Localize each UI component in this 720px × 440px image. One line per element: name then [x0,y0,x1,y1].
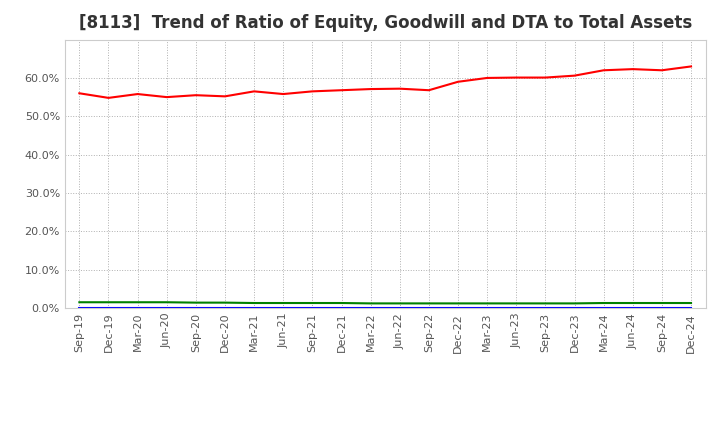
Equity [687,64,696,69]
Deferred Tax Assets [657,301,666,306]
Goodwill [366,305,375,311]
Deferred Tax Assets [570,301,579,306]
Equity [629,66,637,72]
Goodwill [279,305,287,311]
Equity [425,88,433,93]
Deferred Tax Assets [425,301,433,306]
Equity [512,75,521,80]
Equity [570,73,579,78]
Goodwill [541,305,550,311]
Equity [75,91,84,96]
Deferred Tax Assets [483,301,492,306]
Goodwill [425,305,433,311]
Deferred Tax Assets [104,300,113,305]
Line: Equity: Equity [79,66,691,98]
Deferred Tax Assets [337,301,346,306]
Goodwill [75,305,84,311]
Equity [541,75,550,80]
Equity [220,94,229,99]
Equity [657,68,666,73]
Equity [395,86,404,92]
Goodwill [454,305,462,311]
Deferred Tax Assets [308,301,317,306]
Equity [366,86,375,92]
Equity [279,92,287,97]
Deferred Tax Assets [192,300,200,305]
Deferred Tax Assets [75,300,84,305]
Goodwill [250,305,258,311]
Deferred Tax Assets [133,300,142,305]
Equity [192,92,200,98]
Deferred Tax Assets [395,301,404,306]
Equity [104,95,113,100]
Equity [308,89,317,94]
Deferred Tax Assets [687,301,696,306]
Equity [483,75,492,81]
Equity [250,89,258,94]
Deferred Tax Assets [366,301,375,306]
Goodwill [337,305,346,311]
Line: Deferred Tax Assets: Deferred Tax Assets [79,302,691,304]
Equity [454,79,462,84]
Goodwill [192,305,200,311]
Equity [133,92,142,97]
Goodwill [570,305,579,311]
Goodwill [483,305,492,311]
Equity [337,88,346,93]
Goodwill [220,305,229,311]
Goodwill [512,305,521,311]
Goodwill [395,305,404,311]
Deferred Tax Assets [629,301,637,306]
Deferred Tax Assets [541,301,550,306]
Deferred Tax Assets [599,301,608,306]
Goodwill [133,305,142,311]
Deferred Tax Assets [163,300,171,305]
Deferred Tax Assets [512,301,521,306]
Goodwill [599,305,608,311]
Goodwill [687,305,696,311]
Deferred Tax Assets [220,300,229,305]
Goodwill [308,305,317,311]
Equity [163,95,171,100]
Goodwill [163,305,171,311]
Deferred Tax Assets [454,301,462,306]
Goodwill [104,305,113,311]
Equity [599,68,608,73]
Deferred Tax Assets [279,301,287,306]
Deferred Tax Assets [250,301,258,306]
Goodwill [629,305,637,311]
Title: [8113]  Trend of Ratio of Equity, Goodwill and DTA to Total Assets: [8113] Trend of Ratio of Equity, Goodwil… [78,15,692,33]
Goodwill [657,305,666,311]
